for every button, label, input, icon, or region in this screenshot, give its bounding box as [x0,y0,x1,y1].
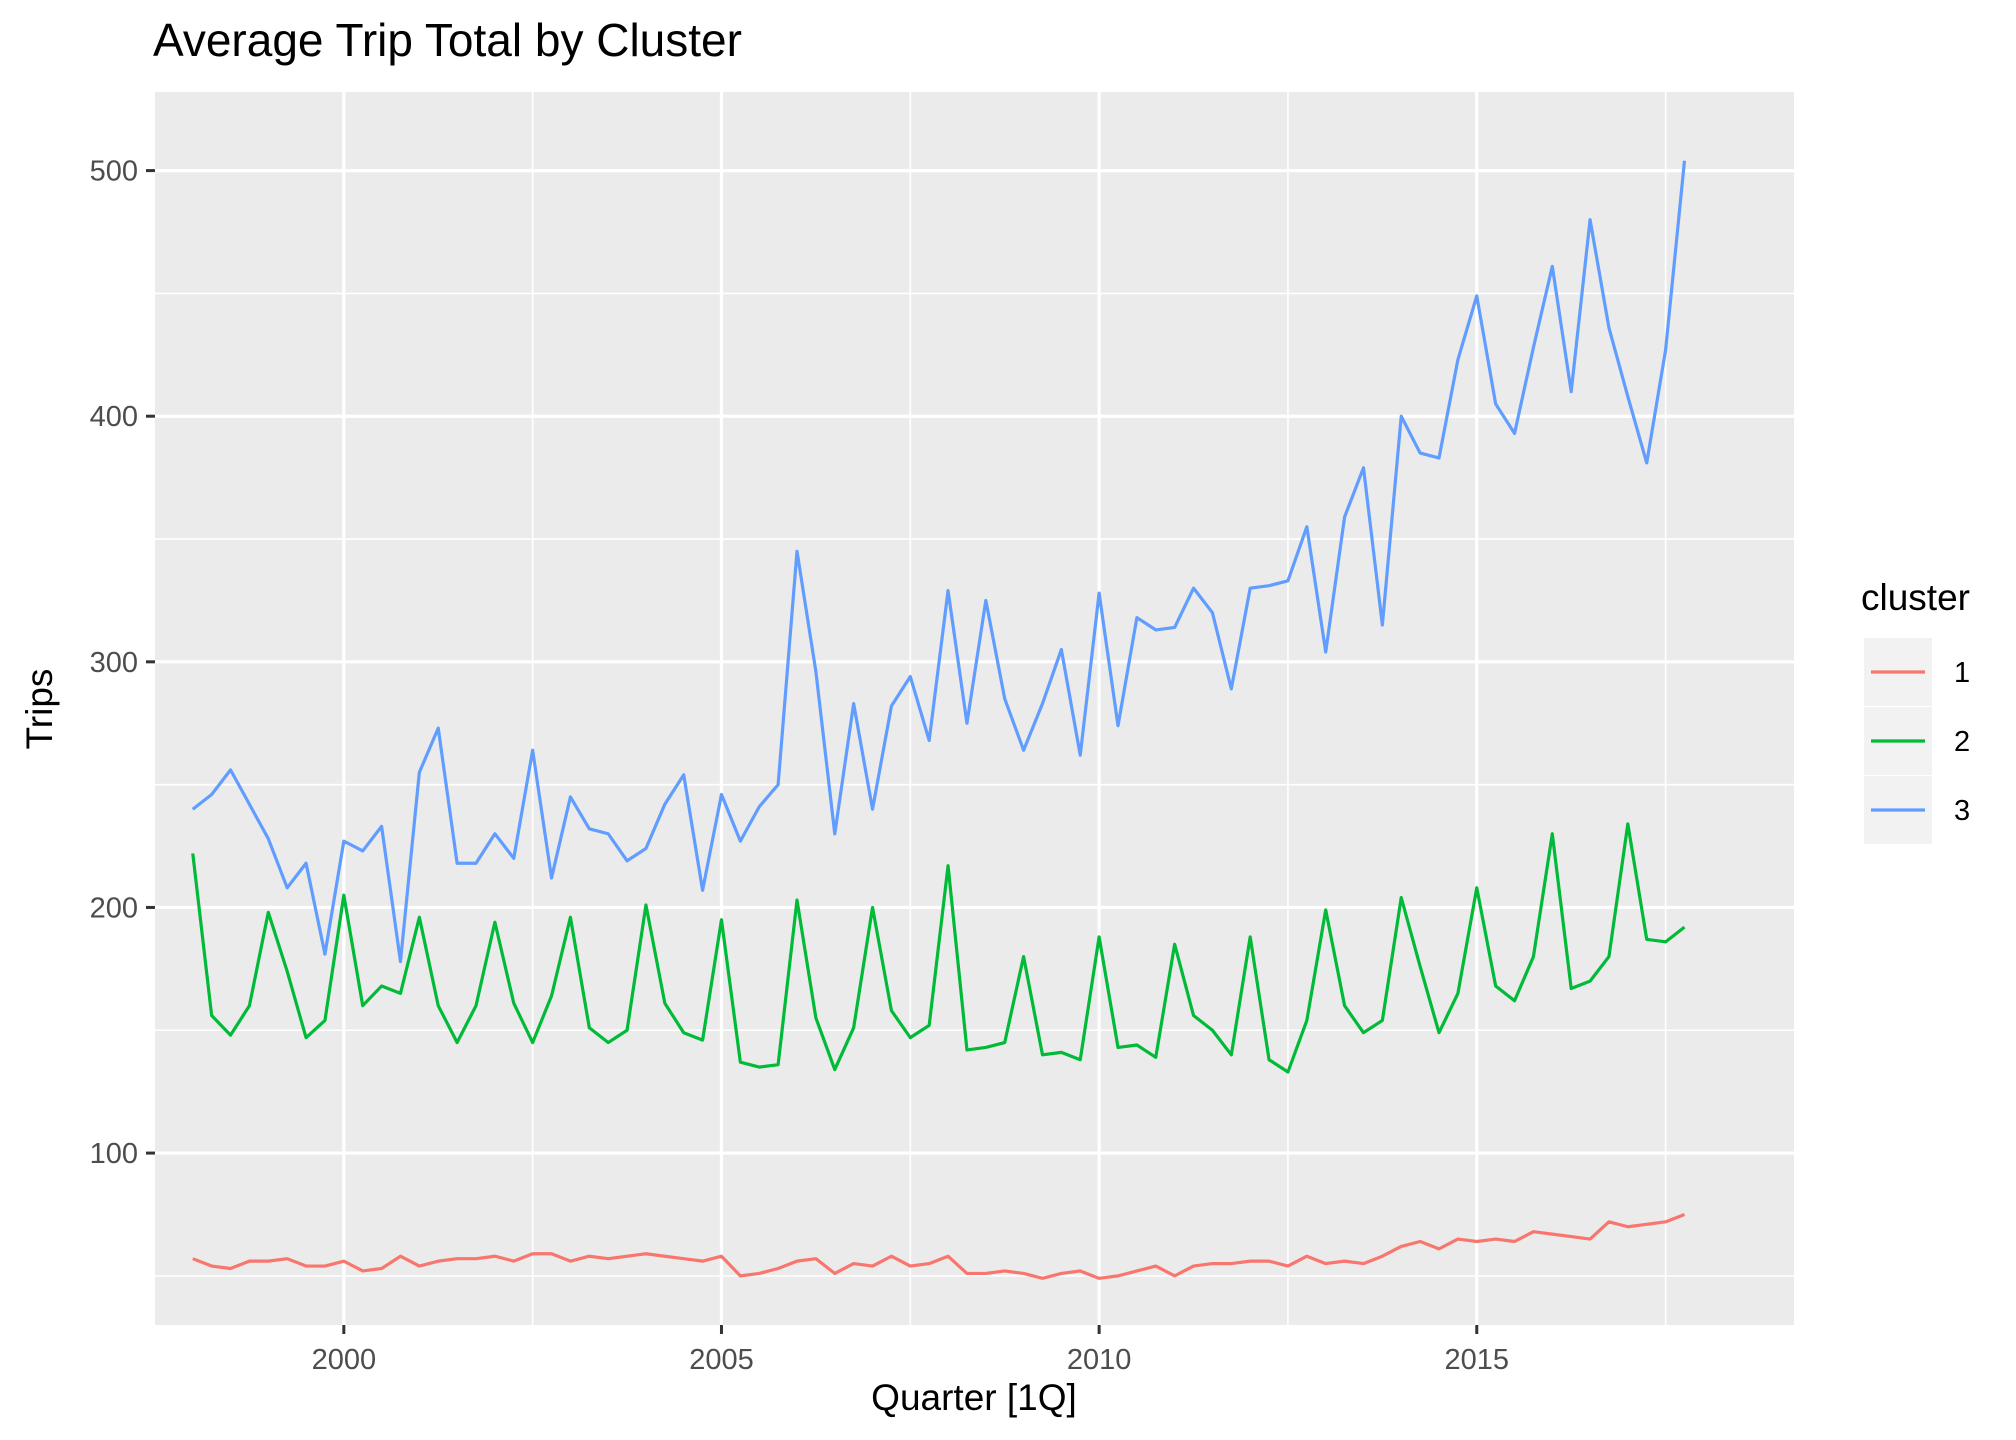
legend-key-2: 2 [1864,707,1970,775]
y-tick-label: 300 [90,647,138,679]
series-line-cluster-3 [191,160,1687,964]
plot-panel [155,92,1794,1325]
series-line-cluster-1 [192,1212,1686,1280]
y-tick-label: 200 [90,892,138,924]
x-axis-title: Quarter [1Q] [871,1377,1077,1418]
series-line-cluster-2 [191,822,1686,1074]
y-axis-title: Trips [19,669,60,750]
chart-title: Average Trip Total by Cluster [153,14,742,66]
x-tick-label: 2000 [312,1344,377,1376]
y-axis: 100 200 300 400 500 [90,156,155,1170]
gridlines [155,92,1794,1325]
y-tick-label: 500 [90,156,138,188]
legend-title: cluster [1861,577,1970,618]
x-tick-label: 2015 [1445,1344,1510,1376]
x-tick-label: 2010 [1067,1344,1132,1376]
y-tick-label: 100 [90,1138,138,1170]
legend-key-1: 1 [1864,638,1970,706]
x-tick-label: 2005 [689,1344,754,1376]
x-axis: 2000 2005 2010 2015 [312,1325,1509,1376]
y-tick-label: 400 [90,401,138,433]
legend-label-3: 3 [1954,795,1970,827]
legend-label-1: 1 [1954,657,1970,689]
legend: cluster 1 2 3 [1861,577,1970,844]
series-lines [191,160,1687,1280]
legend-label-2: 2 [1954,726,1970,758]
legend-key-3: 3 [1864,776,1970,844]
